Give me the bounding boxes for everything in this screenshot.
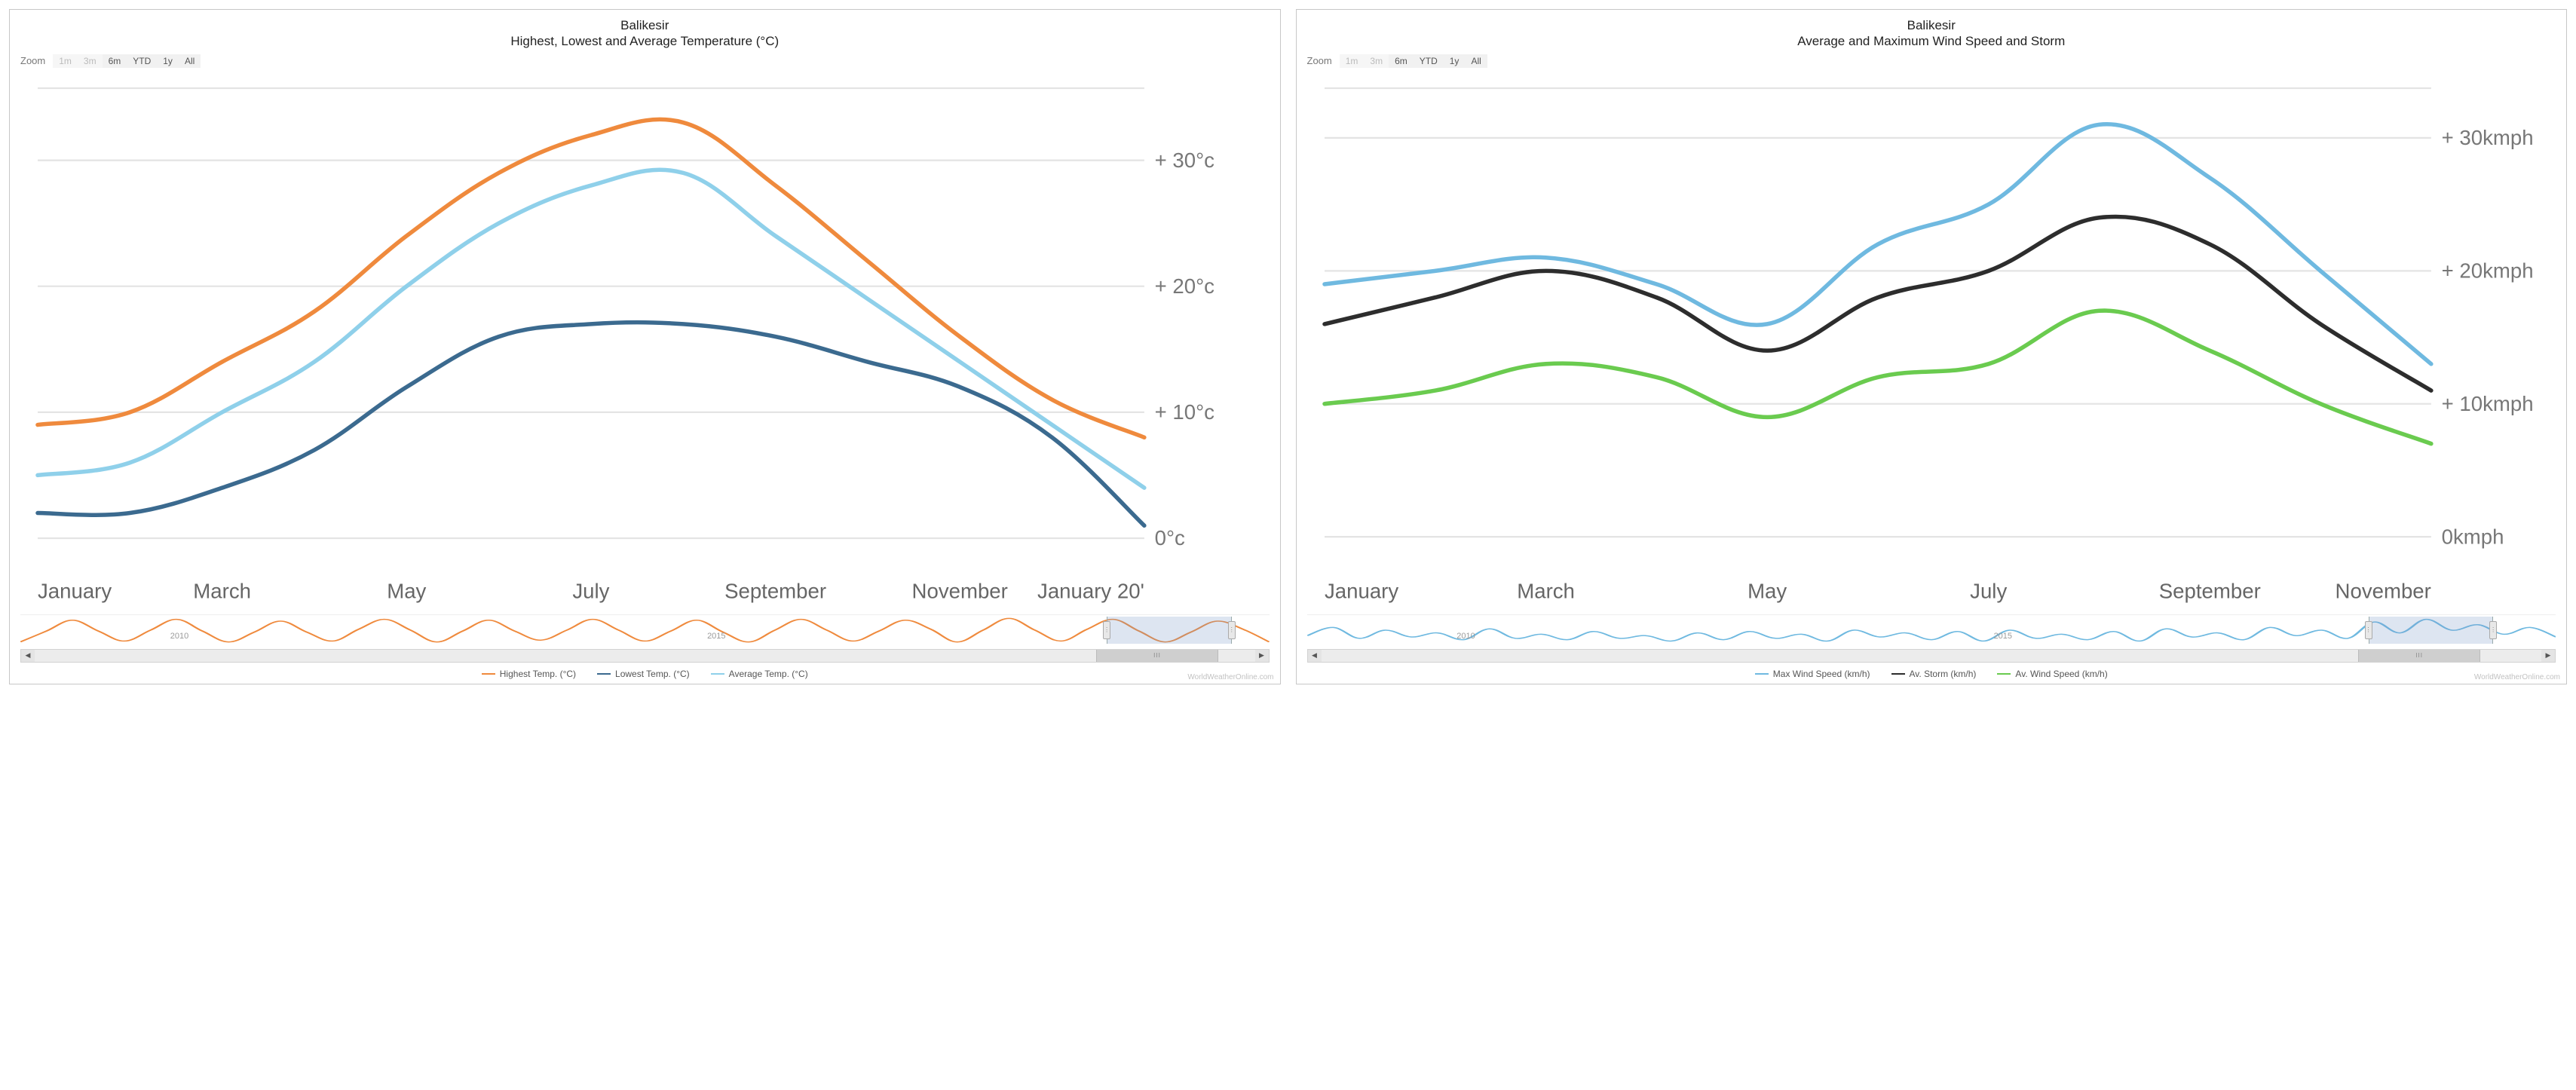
legend-item[interactable]: Max Wind Speed (km/h) [1755,669,1870,679]
zoom-6m-button[interactable]: 6m [1389,54,1414,68]
svg-text:0kmph: 0kmph [2441,525,2504,548]
navigator-year-label: 2010 [1456,632,1475,641]
nav-svg-temp [20,615,1270,645]
scroll-right-button[interactable]: ▶ [1255,650,1269,662]
zoom-all-button[interactable]: All [179,54,201,68]
zoom-ytd-button[interactable]: YTD [127,54,157,68]
svg-text:January: January [38,579,112,602]
scroll-row-wind: ◀ III ▶ [1307,649,2556,663]
svg-text:November: November [912,579,1008,602]
wind-chart: 0kmph + 10kmph + 20kmph + 30kmph January Marc… [1307,71,2556,608]
legend-temp: Highest Temp. (°C) Lowest Temp. (°C) Avera… [20,669,1270,679]
legend-item[interactable]: Lowest Temp. (°C) [597,669,690,679]
svg-text:March: March [1517,579,1575,602]
svg-text:January: January [1325,579,1398,602]
legend-swatch [482,673,495,675]
svg-text:+ 20°c: + 20°c [1155,274,1215,297]
svg-text:0°c: 0°c [1155,526,1185,550]
scroll-left-button[interactable]: ◀ [21,650,35,662]
legend-swatch [1997,673,2011,675]
zoom-1y-button[interactable]: 1y [1444,54,1466,68]
svg-text:July: July [1970,579,2007,602]
navigator-wind[interactable]: 2010 2015 ⋮ ⋮ [1307,614,2556,649]
scroll-thumb[interactable]: III [1096,650,1218,662]
svg-text:+ 10°c: + 10°c [1155,400,1215,424]
navigator-year-label: 2015 [1994,632,2012,641]
scroll-right-button[interactable]: ▶ [2541,650,2555,662]
legend-label: Max Wind Speed (km/h) [1773,669,1870,679]
wind-chart-svg: 0kmph + 10kmph + 20kmph + 30kmph January Marc… [1307,71,2556,608]
legend-item[interactable]: Average Temp. (°C) [711,669,808,679]
zoom-1y-button[interactable]: 1y [157,54,179,68]
scroll-track-wind[interactable]: III [1322,650,2542,662]
zoom-label: Zoom [1307,55,1332,66]
wind-panel: Balikesir Average and Maximum Wind Speed… [1296,9,2568,684]
scroll-thumb[interactable]: III [2358,650,2480,662]
temp-chart: 0°c + 10°c + 20°c + 30°c January March May July… [20,71,1270,608]
navigator-selection[interactable] [2369,617,2494,644]
temp-title-block: Balikesir Highest, Lowest and Average Te… [20,17,1270,50]
zoom-buttons-wind: 1m3m6mYTD1yAll [1340,54,1487,68]
credit: WorldWeatherOnline.com [2474,673,2560,681]
legend-label: Lowest Temp. (°C) [615,669,690,679]
legend-label: Average Temp. (°C) [729,669,808,679]
navigator-handle-left[interactable]: ⋮ [2365,621,2372,639]
legend-label: Av. Wind Speed (km/h) [2015,669,2107,679]
svg-text:+ 20kmph: + 20kmph [2441,259,2533,282]
wind-title-2: Average and Maximum Wind Speed and Storm [1307,33,2556,49]
svg-text:May: May [1747,579,1787,602]
zoom-label: Zoom [20,55,45,66]
zoom-1m-button: 1m [53,54,78,68]
wind-title-block: Balikesir Average and Maximum Wind Speed… [1307,17,2556,50]
svg-text:+ 10kmph: + 10kmph [2441,391,2533,415]
navigator-selection[interactable] [1107,617,1232,644]
svg-text:September: September [724,579,826,602]
credit: WorldWeatherOnline.com [1187,673,1273,681]
navigator-handle-left[interactable]: ⋮ [1103,621,1110,639]
zoom-row-wind: Zoom 1m3m6mYTD1yAll [1307,54,2556,68]
legend-swatch [711,673,724,675]
svg-text:September: September [2158,579,2260,602]
navigator-handle-right[interactable]: ⋮ [2489,621,2497,639]
legend-wind: Max Wind Speed (km/h) Av. Storm (km/h) Av.… [1307,669,2556,679]
svg-text:January 20': January 20' [1037,579,1144,602]
zoom-6m-button[interactable]: 6m [103,54,127,68]
svg-text:+ 30°c: + 30°c [1155,148,1215,171]
temp-title-1: Balikesir [20,17,1270,33]
legend-swatch [1891,673,1905,675]
temperature-panel: Balikesir Highest, Lowest and Average Te… [9,9,1281,684]
zoom-ytd-button[interactable]: YTD [1414,54,1444,68]
scroll-row-temp: ◀ III ▶ [20,649,1270,663]
zoom-row-temp: Zoom 1m3m6mYTD1yAll [20,54,1270,68]
svg-text:July: July [572,579,609,602]
scroll-left-button[interactable]: ◀ [1308,650,1322,662]
legend-label: Highest Temp. (°C) [500,669,576,679]
temp-chart-svg: 0°c + 10°c + 20°c + 30°c January March May July… [20,71,1270,608]
zoom-3m-button: 3m [78,54,103,68]
svg-text:+ 30kmph: + 30kmph [2441,126,2533,149]
wind-title-1: Balikesir [1307,17,2556,33]
zoom-buttons-temp: 1m3m6mYTD1yAll [53,54,201,68]
legend-item[interactable]: Av. Wind Speed (km/h) [1997,669,2107,679]
legend-swatch [1755,673,1769,675]
navigator-handle-right[interactable]: ⋮ [1228,621,1236,639]
svg-text:November: November [2335,579,2431,602]
svg-text:March: March [193,579,251,602]
legend-label: Av. Storm (km/h) [1910,669,1977,679]
legend-item[interactable]: Av. Storm (km/h) [1891,669,1977,679]
legend-item[interactable]: Highest Temp. (°C) [482,669,576,679]
zoom-all-button[interactable]: All [1465,54,1487,68]
navigator-year-label: 2015 [707,632,725,641]
navigator-year-label: 2010 [170,632,188,641]
svg-text:May: May [387,579,426,602]
legend-swatch [597,673,611,675]
navigator-temp[interactable]: 2010 2015 ⋮ ⋮ [20,614,1270,649]
zoom-3m-button: 3m [1364,54,1389,68]
scroll-track-temp[interactable]: III [35,650,1255,662]
zoom-1m-button: 1m [1340,54,1365,68]
temp-title-2: Highest, Lowest and Average Temperature … [20,33,1270,49]
